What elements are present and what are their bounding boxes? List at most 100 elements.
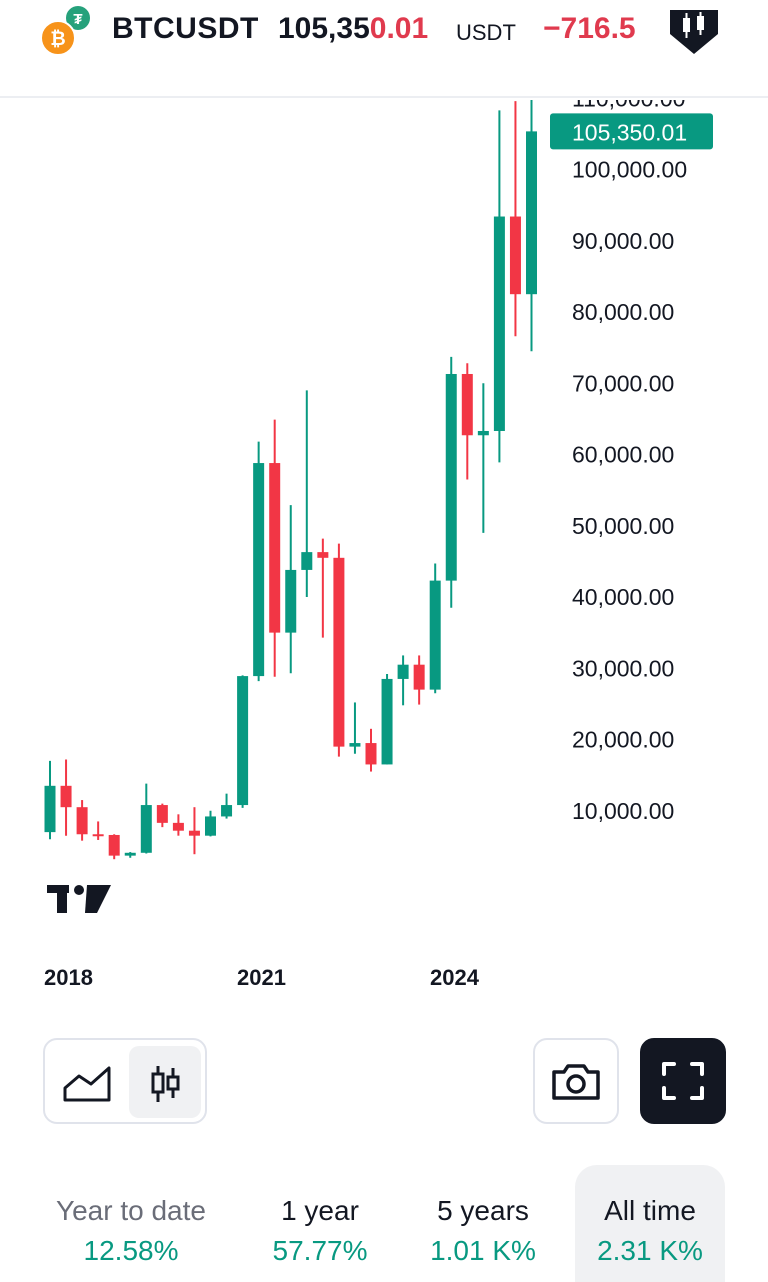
screenshot-button[interactable] — [533, 1038, 619, 1124]
price-change: −716.5 — [543, 12, 636, 45]
candle — [445, 356, 457, 608]
candle — [269, 419, 281, 677]
candle — [60, 759, 72, 836]
price-axis-label: 20,000.00 — [572, 727, 674, 753]
candle-body — [301, 552, 313, 570]
last-price-marker: 105,350.01 — [550, 113, 713, 150]
price-axis-label: 70,000.00 — [572, 370, 674, 396]
candle-body — [221, 805, 233, 817]
candle — [317, 538, 329, 638]
candle — [156, 803, 168, 828]
candle — [493, 110, 505, 463]
candle-body — [397, 664, 409, 679]
candle-body — [461, 373, 473, 436]
candle-body — [76, 807, 88, 835]
price-axis-label: 50,000.00 — [572, 513, 674, 539]
candle-body — [188, 830, 200, 836]
price-axis-label: 100,000.00 — [572, 157, 687, 183]
quote-currency: USDT — [456, 20, 516, 45]
tradingview-logo — [47, 885, 111, 913]
symbol-name[interactable]: BTCUSDT — [112, 12, 259, 45]
date-axis: 2018 2021 2024 — [44, 965, 480, 990]
candle-body — [92, 834, 104, 837]
candle — [301, 390, 313, 597]
period-1-year[interactable]: 1 year 57.77% — [245, 1165, 395, 1282]
price-axis-label: 80,000.00 — [572, 299, 674, 325]
last-price-label: 105,350.01 — [572, 119, 687, 145]
price-axis-label: 60,000.00 — [572, 442, 674, 468]
price-axis-label: 90,000.00 — [572, 228, 674, 254]
candle-body — [381, 678, 393, 765]
candle — [140, 783, 152, 854]
date-label-2018: 2018 — [44, 965, 93, 990]
candle — [76, 800, 88, 841]
period-5-years[interactable]: 5 years 1.01 K% — [410, 1165, 556, 1282]
candle-body — [413, 664, 425, 690]
candle — [509, 101, 521, 337]
candle-style-button[interactable] — [129, 1046, 201, 1118]
candle — [333, 543, 345, 757]
period-value: 12.58% — [83, 1235, 179, 1266]
period-all-time[interactable]: All time 2.31 K% — [575, 1165, 725, 1282]
candle — [108, 834, 120, 860]
candle-body — [333, 557, 345, 747]
fullscreen-button[interactable] — [640, 1038, 726, 1124]
candle-body — [269, 463, 281, 633]
candle — [461, 363, 473, 480]
last-price: 105,350.01 — [278, 12, 428, 46]
candle-body — [365, 743, 377, 765]
period-value: 57.77% — [272, 1235, 368, 1266]
candle — [92, 821, 104, 840]
candle-body — [349, 743, 361, 747]
candle-body — [509, 216, 521, 295]
period-year-to-date[interactable]: Year to date 12.58% — [45, 1165, 217, 1282]
candle — [381, 673, 393, 765]
svg-text:₮: ₮ — [73, 11, 82, 28]
candle-body — [445, 373, 457, 581]
candle-body — [237, 676, 249, 806]
candle — [477, 383, 489, 533]
period-label: 1 year — [281, 1195, 359, 1226]
candle-body — [429, 580, 441, 690]
date-label-2021: 2021 — [237, 965, 286, 990]
bitcoin-tether-pair-icon: ₮ ₿ — [40, 4, 92, 56]
candle — [44, 760, 56, 840]
candle-body — [124, 852, 136, 856]
candle-body — [317, 552, 329, 558]
candle — [237, 675, 249, 808]
candles-badge-icon[interactable] — [664, 4, 724, 56]
candle-body — [285, 569, 297, 633]
price-highlight: 0.01 — [369, 12, 429, 45]
line-style-button[interactable] — [51, 1046, 123, 1118]
candle-body — [205, 816, 216, 836]
period-value: 2.31 K% — [597, 1235, 703, 1266]
candle-body — [156, 805, 168, 823]
price-axis-label: 40,000.00 — [572, 584, 674, 610]
performance-periods: Year to date 12.58% 1 year 57.77% 5 year… — [0, 1165, 768, 1282]
candle — [205, 810, 216, 837]
area-chart-icon — [63, 1066, 111, 1102]
candle-body — [172, 822, 184, 831]
candle — [349, 702, 361, 754]
price-main: 105,35 — [278, 12, 370, 45]
period-label: Year to date — [56, 1195, 206, 1226]
candle-body — [44, 785, 56, 833]
candle — [221, 793, 233, 819]
candle-body — [477, 430, 489, 436]
svg-text:₿: ₿ — [50, 29, 65, 50]
price-chart[interactable]: 110,000.00 100,000.00 90,000.00 80,000.00 70… — [0, 100, 768, 1000]
candle — [172, 814, 184, 836]
candle — [397, 655, 409, 706]
candle-body — [60, 785, 72, 808]
candle — [253, 441, 265, 682]
chart-style-switcher — [43, 1038, 207, 1124]
candle — [365, 728, 377, 772]
camera-icon — [552, 1064, 600, 1100]
price-axis-label: 10,000.00 — [572, 798, 674, 824]
candle — [124, 852, 136, 858]
candle-body — [108, 834, 120, 856]
candle — [429, 563, 441, 694]
price-axis-label: 30,000.00 — [572, 655, 674, 681]
candles — [44, 100, 537, 860]
candle — [413, 655, 425, 705]
